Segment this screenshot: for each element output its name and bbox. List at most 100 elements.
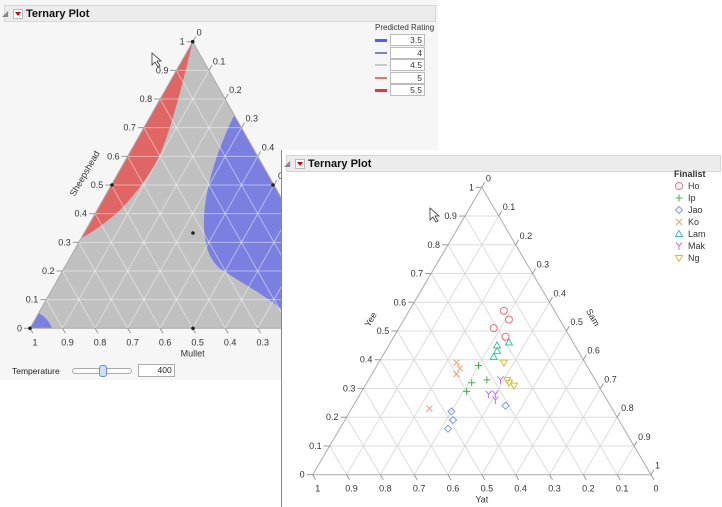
x-marker-icon: [675, 218, 683, 226]
data-point-jao[interactable]: [447, 407, 456, 416]
data-point-mak[interactable]: [485, 390, 492, 399]
legend-marker[interactable]: [674, 255, 684, 263]
grid-line: [582, 416, 618, 475]
data-point-ng[interactable]: [509, 382, 519, 391]
tick: [481, 182, 486, 188]
disclosure-icon[interactable]: ◢: [284, 159, 291, 168]
data-point-ho[interactable]: [499, 306, 508, 315]
right-tick-label: 0.3: [245, 114, 258, 124]
contour-level-input[interactable]: 5.5: [390, 84, 425, 97]
data-point-ip[interactable]: [468, 379, 476, 387]
data-point-jao[interactable]: [501, 401, 510, 410]
legend-item-ho[interactable]: Ho: [674, 180, 706, 192]
design-point[interactable]: [28, 326, 32, 331]
tick: [515, 239, 520, 246]
data-point-lam[interactable]: [492, 346, 502, 355]
design-point[interactable]: [110, 183, 114, 187]
tick: [208, 65, 213, 71]
data-point-lam[interactable]: [504, 338, 514, 346]
temperature-slider[interactable]: [71, 364, 132, 377]
legend-row: 5.5: [375, 84, 434, 97]
legend-item-ip[interactable]: Ip: [674, 192, 706, 204]
slider-thumb[interactable]: [98, 364, 107, 377]
legend-item-mak[interactable]: Mak: [674, 240, 706, 252]
temperature-input[interactable]: 400: [137, 364, 175, 377]
data-point-ho[interactable]: [489, 324, 498, 333]
grid-line: [94, 213, 161, 329]
cursor-icon: [429, 207, 441, 223]
bottom-axis-title: Mullet: [181, 348, 206, 358]
ternary-scatter-plot[interactable]: 0010.10.10.90.20.20.80.30.30.70.40.40.60…: [282, 150, 722, 507]
right-tick-label: 0.6: [587, 346, 600, 356]
disclosure-icon[interactable]: ◢: [2, 9, 9, 18]
left-tick-label: 0.2: [326, 412, 339, 422]
outline-header: ◢ Ternary Plot: [284, 155, 721, 172]
data-point-lam[interactable]: [489, 352, 499, 360]
bottom-tick-label: 0.6: [159, 337, 172, 347]
legend-marker[interactable]: [674, 205, 684, 215]
contour-level-input[interactable]: 3.5: [390, 34, 425, 47]
legend-marker[interactable]: [675, 242, 683, 251]
legend-marker[interactable]: [674, 229, 684, 237]
tick: [650, 469, 655, 475]
data-point-ng[interactable]: [499, 359, 509, 368]
data-point-ko[interactable]: [426, 405, 433, 412]
data-point-mak[interactable]: [497, 376, 504, 384]
data-point-jao[interactable]: [448, 415, 458, 425]
legend-marker[interactable]: [675, 182, 683, 190]
red-triangle-menu-icon[interactable]: [295, 158, 305, 169]
design-point[interactable]: [271, 183, 275, 187]
grid-line: [78, 242, 129, 329]
legend-swatch: [375, 51, 387, 54]
data-point-ko[interactable]: [453, 359, 460, 366]
grid-line: [515, 359, 584, 475]
contour-level-input[interactable]: 4.5: [390, 59, 425, 72]
tick: [224, 93, 229, 100]
legend-item-ko[interactable]: Ko: [674, 216, 706, 228]
data-point-ip[interactable]: [474, 361, 482, 369]
right-axis-title: Sam: [584, 307, 602, 328]
data-point-ho[interactable]: [501, 332, 510, 341]
bottom-tick-label: 0.1: [616, 484, 629, 494]
left-tick-label: 0: [300, 470, 305, 480]
left-tick-label: 0.7: [123, 123, 136, 133]
grid-line: [127, 156, 226, 329]
data-point-ko[interactable]: [453, 370, 460, 378]
data-point-mak[interactable]: [492, 396, 499, 404]
design-point[interactable]: [190, 39, 195, 44]
tick: [481, 474, 486, 480]
legend-item-jao[interactable]: Jao: [674, 204, 706, 216]
contour-level-input[interactable]: 4: [390, 46, 425, 59]
tick: [515, 474, 520, 480]
legend-marker[interactable]: [675, 194, 683, 202]
legend-row: 3.5: [375, 34, 434, 47]
tick: [599, 383, 604, 389]
grid-line: [159, 98, 291, 329]
right-tick-label: 0: [197, 28, 202, 38]
grid-line: [62, 70, 210, 329]
legend-swatch: [375, 88, 387, 92]
bottom-tick-label: 0.4: [514, 484, 527, 494]
grid-line: [346, 215, 500, 475]
data-point-ho[interactable]: [504, 315, 513, 324]
legend-item-lam[interactable]: Lam: [674, 228, 706, 240]
contour-level-input[interactable]: 5: [390, 71, 425, 84]
tick: [241, 122, 245, 128]
bottom-tick-label: 0.5: [481, 484, 494, 494]
ternary-plot-window-2: ◢ Ternary Plot 0 0 1 0.1 0.1 0.9 0.2 0.2 0.8 0.3 0…: [281, 150, 722, 507]
data-point-ko[interactable]: [456, 365, 464, 372]
data-point-ip[interactable]: [483, 376, 491, 384]
data-point-jao[interactable]: [443, 424, 453, 433]
data-point-ip[interactable]: [463, 387, 471, 395]
design-point[interactable]: [191, 326, 195, 331]
data-point-mak[interactable]: [492, 390, 499, 399]
predicted-rating-legend: Predicted Rating 3.5 4 4.5 5 5.5: [375, 23, 434, 97]
legend-marker[interactable]: [675, 218, 683, 226]
left-tick-label: 0.8: [428, 240, 441, 250]
red-triangle-menu-icon[interactable]: [13, 8, 23, 19]
bottom-tick-label: 0.9: [345, 484, 358, 494]
left-tick-label: 0: [17, 323, 22, 333]
legend-item-ng[interactable]: Ng: [674, 252, 706, 264]
tick: [94, 328, 99, 334]
design-point[interactable]: [191, 231, 195, 235]
